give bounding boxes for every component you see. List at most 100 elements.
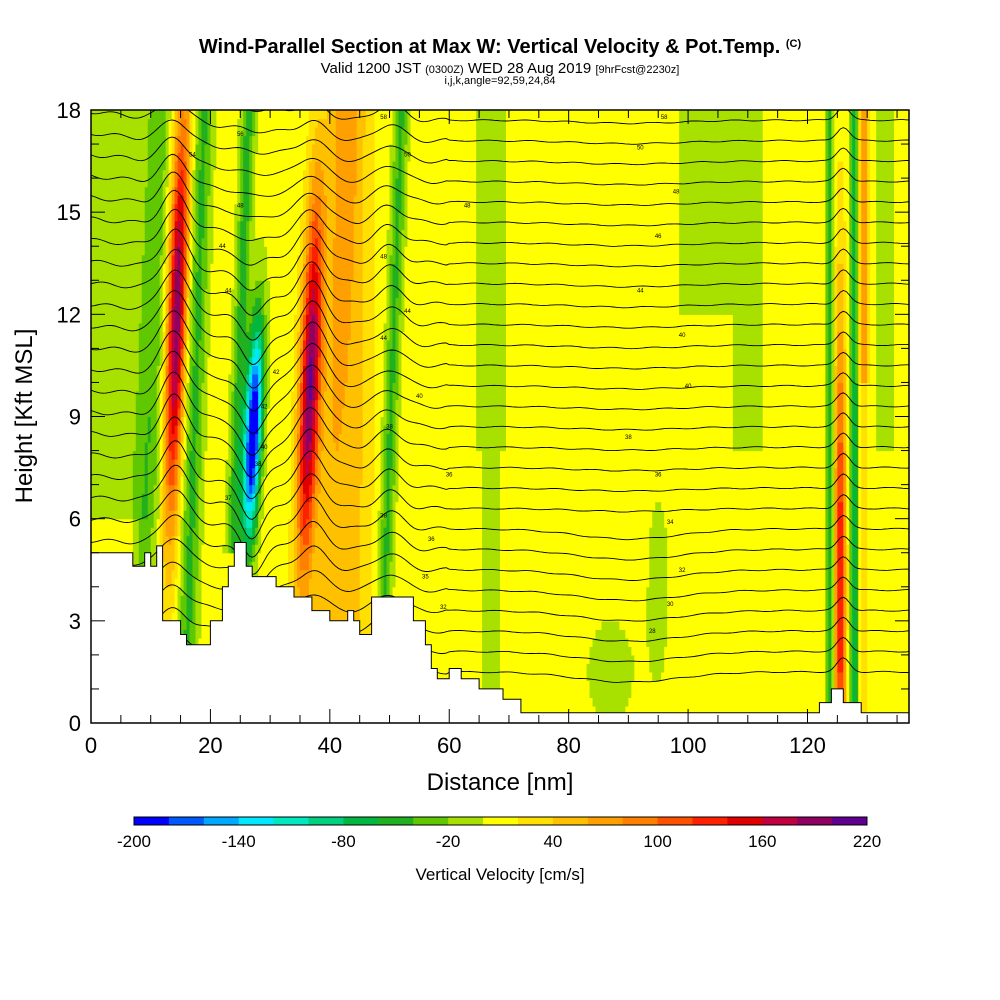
velocity-cell [96,271,101,281]
velocity-cell [174,135,179,145]
velocity-cell [168,407,173,418]
velocity-cell [105,305,110,315]
velocity-cell [156,297,161,307]
velocity-cell [117,535,122,545]
velocity-cell [99,484,104,494]
velocity-cell [96,433,101,443]
velocity-cell [171,595,176,605]
velocity-cell [189,212,194,222]
velocity-cell [99,365,104,375]
velocity-cell [198,535,203,545]
velocity-cell [114,442,119,452]
velocity-cell [132,373,137,384]
velocity-cell [174,569,179,579]
velocity-cell [171,518,176,528]
velocity-cell [153,561,158,571]
velocity-cell [198,195,203,205]
velocity-cell [174,271,179,281]
velocity-cell [174,382,179,392]
velocity-cell [132,501,137,511]
velocity-cell [129,467,134,477]
velocity-cell [180,263,185,273]
velocity-cell [114,161,119,171]
velocity-cell [141,544,146,554]
velocity-cell [123,399,128,409]
velocity-cell [114,322,119,332]
velocity-cell [108,110,113,120]
velocity-cell [126,135,131,145]
velocity-cell [162,390,167,401]
velocity-cell [105,127,110,137]
velocity-cell [144,271,149,281]
velocity-cell [108,518,113,528]
velocity-cell [186,493,191,503]
velocity-cell [150,127,155,137]
velocity-cell [165,280,170,290]
velocity-cell [123,416,128,426]
velocity-cell [198,637,203,647]
velocity-cell [159,127,164,137]
velocity-cell [186,169,191,179]
velocity-cell [162,169,167,179]
velocity-cell [153,314,158,324]
velocity-cell [111,144,116,154]
velocity-cell [162,603,167,613]
velocity-cell [91,348,95,358]
velocity-cell [108,416,113,426]
velocity-cell [126,229,131,239]
velocity-cell [96,220,101,230]
velocity-cell [189,416,194,426]
velocity-cell [93,433,98,443]
velocity-cell [189,178,194,188]
velocity-cell [192,407,197,418]
velocity-cell [120,288,125,298]
velocity-cell [162,612,167,622]
velocity-cell [195,161,200,171]
velocity-cell [129,152,134,162]
velocity-cell [91,186,95,196]
velocity-cell [159,229,164,239]
velocity-cell [132,322,137,332]
velocity-cell [198,237,203,247]
velocity-cell [132,135,137,145]
velocity-cell [129,476,134,486]
velocity-cell [165,493,170,503]
velocity-cell [159,280,164,290]
velocity-cell [129,203,134,213]
velocity-cell [159,467,164,477]
velocity-cell [195,476,200,486]
velocity-cell [171,297,176,307]
velocity-cell [183,135,188,145]
velocity-cell [159,322,164,332]
velocity-cell [168,237,173,247]
velocity-cell [186,501,191,511]
velocity-cell [108,161,113,171]
valid-time: Valid 1200 JST [320,60,421,77]
velocity-cell [132,297,137,307]
velocity-cell [111,212,116,222]
velocity-cell [126,169,131,179]
velocity-cell [162,433,167,443]
velocity-cell [180,450,185,460]
velocity-cell [165,288,170,298]
velocity-cell [147,110,152,120]
velocity-cell [192,237,197,247]
velocity-cell [159,365,164,375]
velocity-cell [192,348,197,358]
velocity-cell [165,322,170,332]
velocity-cell [132,356,137,367]
velocity-cell [117,314,122,324]
velocity-cell [135,220,140,230]
velocity-cell [156,467,161,477]
velocity-cell [189,425,194,435]
velocity-cell [126,237,131,247]
velocity-cell [177,212,182,222]
velocity-cell [159,161,164,171]
velocity-cell [123,220,128,230]
velocity-cell [108,135,113,145]
velocity-cell [189,510,194,520]
velocity-cell [171,331,176,341]
velocity-cell [180,493,185,503]
velocity-cell [192,561,197,571]
velocity-cell [168,399,173,409]
